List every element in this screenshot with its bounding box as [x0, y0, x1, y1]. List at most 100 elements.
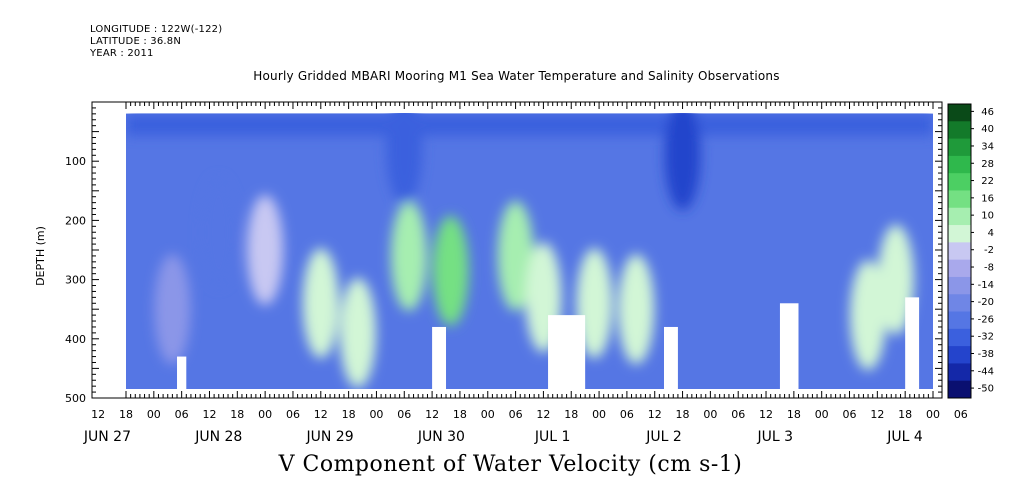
colorbar-swatch [948, 346, 971, 364]
colorbar-swatch [948, 328, 971, 347]
x-tick-label: 12 [425, 408, 439, 421]
colorbar-label: -26 [978, 314, 994, 325]
x-tick-label: 06 [620, 408, 634, 421]
x-tick-label: 18 [898, 408, 912, 421]
x-tick-label: 12 [759, 408, 773, 421]
colorbar-border [947, 103, 972, 399]
colorbar-swatch [948, 138, 971, 157]
x-axis-label: V Component of Water Velocity (cm s-1) [278, 452, 743, 477]
heatmap-cell [339, 277, 376, 388]
x-date-label: JUL 4 [886, 429, 923, 445]
longitude-label: LONGITUDE : 122W(-122) [90, 24, 223, 35]
colorbar-swatch [948, 311, 971, 330]
missing-data-region [905, 297, 920, 390]
chart-title: Hourly Gridded MBARI Mooring M1 Sea Wate… [253, 69, 780, 83]
y-tick-label: 100 [65, 155, 86, 168]
latitude-label: LATITUDE : 36.8N [90, 36, 182, 47]
colorbar-label: -20 [978, 297, 994, 308]
heatmap-cell [497, 200, 534, 311]
missing-data-region [664, 326, 678, 390]
x-tick-label: 12 [536, 408, 550, 421]
missing-data-region [177, 356, 187, 390]
colorbar-label: 10 [981, 211, 994, 222]
x-tick-label: 06 [843, 408, 857, 421]
heatmap-cell [386, 113, 423, 205]
colorbar-label: 4 [988, 228, 994, 239]
x-tick-label: 06 [509, 408, 523, 421]
heatmap-cell [618, 254, 655, 365]
colorbar-swatch [948, 121, 971, 140]
x-date-label: JUN 28 [194, 429, 242, 445]
y-tick-label: 400 [65, 333, 86, 346]
x-tick-label: 06 [954, 408, 968, 421]
colorbar-swatch [948, 207, 971, 226]
heatmap-cell [877, 224, 914, 335]
colorbar-label: -44 [978, 366, 994, 377]
heatmap-cell [432, 215, 469, 326]
colorbar-swatch [948, 190, 971, 209]
y-tick-label: 300 [65, 274, 86, 287]
heatmap-cell [576, 248, 613, 359]
x-tick-label: 18 [342, 408, 356, 421]
colorbar-label: 28 [981, 159, 994, 170]
x-tick-label: 00 [815, 408, 829, 421]
heatmap-cell [850, 260, 887, 371]
colorbar-label: 40 [981, 124, 994, 135]
x-tick-label: 18 [564, 408, 578, 421]
heatmap-cell [200, 177, 237, 288]
colorbar-swatch [948, 155, 971, 174]
colorbar-label: 46 [981, 107, 994, 118]
x-tick-label: 18 [119, 408, 133, 421]
colorbar-label: 22 [981, 176, 994, 187]
x-date-label: JUL 3 [757, 429, 794, 445]
heatmap-cell [664, 113, 701, 211]
missing-data-region [548, 315, 586, 390]
x-date-label: JUN 30 [417, 429, 465, 445]
missing-data-regions [177, 297, 920, 390]
colorbar-swatch [948, 242, 971, 261]
x-tick-label: 00 [926, 408, 940, 421]
heatmap-field [126, 113, 933, 389]
x-tick-label: 00 [258, 408, 272, 421]
x-tick-label: 18 [453, 408, 467, 421]
colorbar-swatch [948, 380, 971, 399]
x-tick-label: 06 [731, 408, 745, 421]
colorbar-label: -50 [978, 384, 994, 395]
x-tick-label: 06 [175, 408, 189, 421]
y-axis-ticks: 100 200 300 400 500 [65, 101, 942, 405]
x-tick-label: 18 [230, 408, 244, 421]
x-tick-label: 12 [202, 408, 216, 421]
y-tick-label: 500 [65, 392, 86, 405]
y-tick-label: 200 [65, 214, 86, 227]
year-label: YEAR : 2011 [90, 48, 154, 59]
colorbar-label: -14 [978, 280, 994, 291]
x-axis-ticks: 12 18 00 06 12 18 00 06 12 18 00 06 12 18 00 06 12 18 00 06… [83, 102, 968, 445]
heatmap-cell [154, 254, 191, 365]
heatmap-cell [302, 248, 339, 359]
x-tick-label: 12 [314, 408, 328, 421]
colorbar: 46 40 34 28 22 16 10 4 -2 -8 -14 -20 -26 -32 -38 -44 -50 [947, 103, 994, 399]
colorbar-swatch [948, 259, 971, 278]
heatmap-cell [390, 200, 427, 311]
heatmap-blobs [126, 113, 933, 388]
colorbar-label: 34 [981, 141, 994, 152]
x-date-label: JUL 1 [534, 429, 571, 445]
x-tick-label: 06 [397, 408, 411, 421]
surface-band [126, 113, 933, 136]
colorbar-swatch [948, 173, 971, 191]
x-tick-label: 00 [481, 408, 495, 421]
colorbar-label: -8 [984, 263, 994, 274]
x-tick-label: 00 [147, 408, 161, 421]
y-axis-label: DEPTH (m) [34, 226, 47, 286]
colorbar-swatch [948, 104, 971, 122]
x-tick-label: 00 [703, 408, 717, 421]
x-tick-label: 18 [787, 408, 801, 421]
colorbar-swatch [948, 276, 971, 295]
x-tick-label: 00 [369, 408, 383, 421]
colorbar-label: -38 [978, 349, 994, 360]
x-date-label: JUN 27 [83, 429, 131, 445]
x-date-label: JUL 2 [645, 429, 682, 445]
heatmap-cell [247, 195, 284, 305]
x-tick-label: 06 [286, 408, 300, 421]
